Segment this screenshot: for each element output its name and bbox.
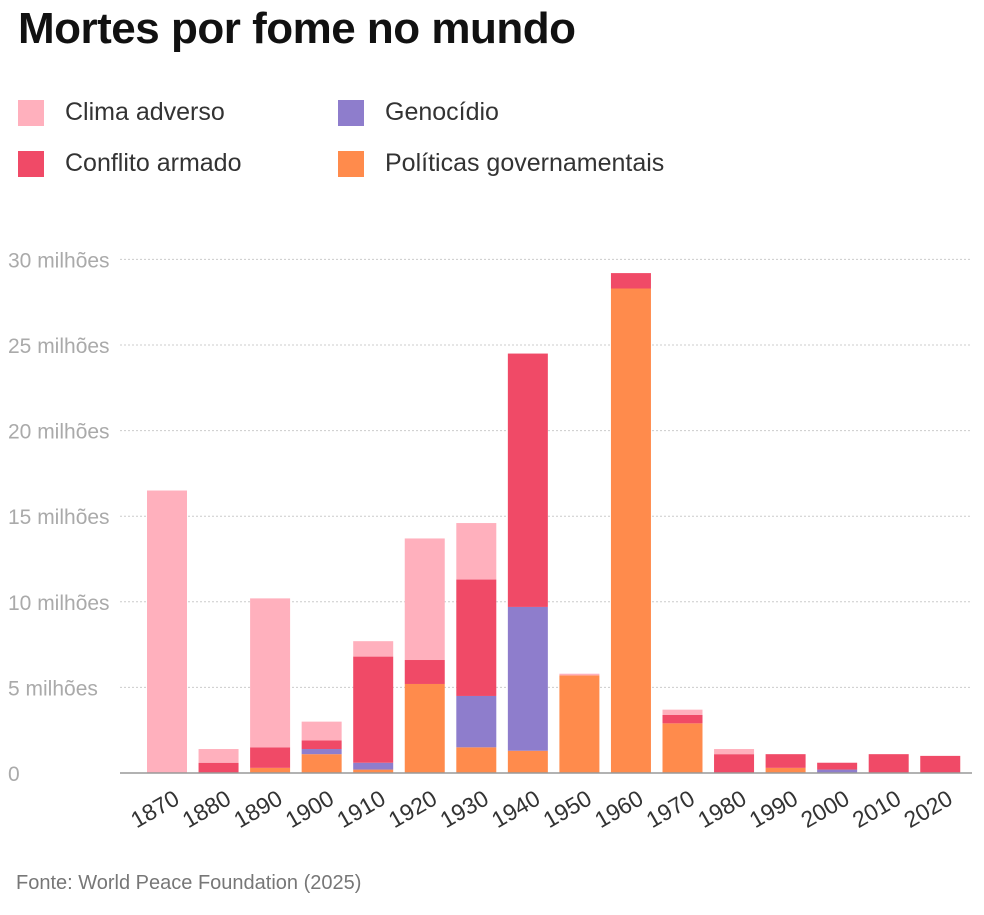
- bar-1900-politicas: [301, 754, 342, 773]
- x-tick-label-1980: 1980: [693, 785, 750, 833]
- legend-swatch-clima: [18, 99, 44, 126]
- legend-item-clima: Clima adverso: [18, 98, 225, 127]
- x-tick-label-1960: 1960: [590, 785, 647, 833]
- y-tick-label-5: 5 milhões: [8, 677, 98, 700]
- bar-1970-conflito: [662, 714, 703, 724]
- bar-1920-conflito: [404, 660, 445, 684]
- bar-1910-clima: [353, 641, 394, 657]
- y-tick-label-15: 15 milhões: [8, 506, 110, 529]
- bar-1910-politicas: [353, 769, 394, 773]
- chart-title: Mortes por fome no mundo: [18, 4, 576, 53]
- bar-1930-politicas: [456, 747, 497, 773]
- bar-1990-politicas: [765, 767, 806, 773]
- bar-1940-genocidio: [507, 606, 548, 751]
- x-tick-label-1870: 1870: [126, 785, 183, 833]
- bar-1920-clima: [404, 538, 445, 661]
- bar-1930-clima: [456, 523, 497, 580]
- bar-1900-clima: [301, 721, 342, 741]
- bar-1950-politicas: [559, 675, 600, 773]
- bar-1960-politicas: [610, 288, 651, 773]
- y-tick-label-0: 0: [8, 763, 20, 786]
- bar-2000-conflito: [817, 762, 858, 770]
- bar-1980-conflito: [714, 754, 755, 773]
- bar-1900-conflito: [301, 740, 342, 750]
- legend-label-clima: Clima adverso: [65, 98, 225, 126]
- legend-label-politicas: Políticas governamentais: [385, 149, 665, 177]
- bar-1900-genocidio: [301, 749, 342, 755]
- bar-1890-politicas: [250, 767, 291, 773]
- bar-1950-clima: [559, 673, 600, 676]
- x-tick-label-1990: 1990: [745, 785, 802, 833]
- legend-label-conflito: Conflito armado: [65, 149, 242, 177]
- y-tick-label-20: 20 milhões: [8, 421, 110, 444]
- bar-2020-conflito: [920, 755, 961, 773]
- y-tick-label-10: 10 milhões: [8, 592, 110, 615]
- legend-item-conflito: Conflito armado: [18, 149, 241, 178]
- bar-2010-conflito: [868, 754, 909, 773]
- bar-1910-conflito: [353, 656, 394, 763]
- x-tick-label-1890: 1890: [229, 785, 286, 833]
- bar-1930-genocidio: [456, 695, 497, 748]
- bar-1960-conflito: [610, 273, 651, 289]
- x-tick-label-1950: 1950: [539, 785, 596, 833]
- bar-1980-clima: [714, 749, 755, 755]
- bar-1880-clima: [198, 749, 239, 763]
- bar-1920-politicas: [404, 683, 445, 773]
- x-tick-label-2000: 2000: [796, 785, 853, 833]
- bar-1880-conflito: [198, 762, 239, 773]
- stacked-bar-chart: 0 5 milhões 10 milhões 15 milhões 20 milhões…: [8, 249, 972, 833]
- bar-1930-conflito: [456, 579, 497, 696]
- x-tick-label-1920: 1920: [384, 785, 441, 833]
- x-tick-label-1940: 1940: [487, 785, 544, 833]
- bar-1970-politicas: [662, 723, 703, 773]
- y-tick-label-30: 30 milhões: [8, 249, 110, 272]
- legend-swatch-genocidio: [338, 99, 364, 126]
- bar-2000-genocidio: [817, 769, 858, 773]
- legend-label-genocidio: Genocídio: [385, 98, 499, 126]
- x-tick-label-1930: 1930: [435, 785, 492, 833]
- x-tick-label-1880: 1880: [178, 785, 235, 833]
- bar-1940-politicas: [507, 750, 548, 773]
- bar-1910-genocidio: [353, 762, 394, 770]
- x-tick-label-1900: 1900: [281, 785, 338, 833]
- x-tick-label-1910: 1910: [332, 785, 389, 833]
- legend-item-genocidio: Genocídio: [338, 98, 499, 127]
- source-note: Fonte: World Peace Foundation (2025): [16, 872, 362, 894]
- x-tick-label-1970: 1970: [642, 785, 699, 833]
- y-tick-label-25: 25 milhões: [8, 335, 110, 358]
- bar-1890-conflito: [250, 747, 291, 768]
- bar-1890-clima: [250, 598, 291, 748]
- x-tick-label-2010: 2010: [848, 785, 905, 833]
- bar-1940-conflito: [507, 353, 548, 607]
- bar-1970-clima: [662, 709, 703, 715]
- legend: Clima adverso Genocídio Conflito armado …: [18, 98, 778, 198]
- legend-item-politicas: Políticas governamentais: [338, 149, 664, 178]
- bar-1990-conflito: [765, 754, 806, 768]
- x-tick-label-2020: 2020: [899, 785, 956, 833]
- bar-1870-clima: [147, 490, 187, 773]
- legend-swatch-politicas: [338, 150, 364, 177]
- legend-swatch-conflito: [18, 150, 44, 177]
